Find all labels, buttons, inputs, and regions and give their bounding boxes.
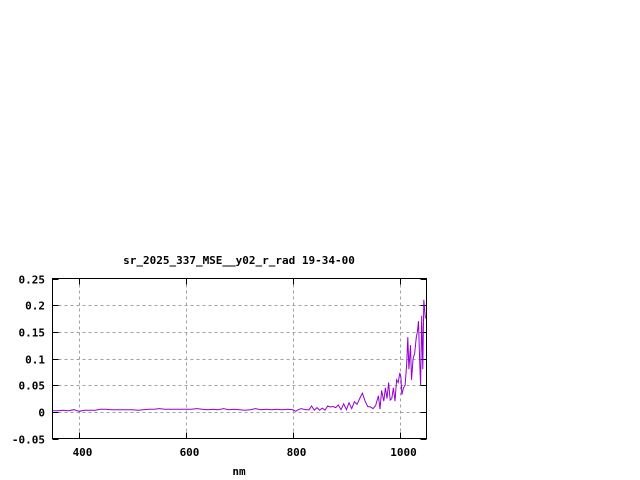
y-tick-label: 0 — [38, 407, 45, 420]
x-axis-label: nm — [232, 465, 246, 478]
grid — [52, 278, 427, 439]
plot-frame — [52, 278, 427, 439]
chart-title: sr_2025_337_MSE__y02_r_rad 19-34-00 — [123, 254, 355, 267]
y-tick-label: 0.1 — [25, 354, 45, 367]
y-tick-label: 0.2 — [25, 300, 45, 313]
series-line-group — [52, 299, 426, 412]
x-tick-label: 400 — [73, 446, 93, 459]
y-tick-label: 0.25 — [19, 274, 46, 287]
axis-ticks: 400 600 800 1000 -0.05 0 0.05 0.1 0.15 0.2 0.25 — [12, 274, 427, 459]
x-tick-label: 1000 — [390, 446, 417, 459]
series-line — [52, 299, 426, 412]
x-tick-label: 800 — [287, 446, 307, 459]
y-tick-label: 0.15 — [19, 327, 46, 340]
x-tick-label: 600 — [180, 446, 200, 459]
y-tick-label: 0.05 — [19, 380, 46, 393]
y-tick-label: -0.05 — [12, 434, 45, 447]
